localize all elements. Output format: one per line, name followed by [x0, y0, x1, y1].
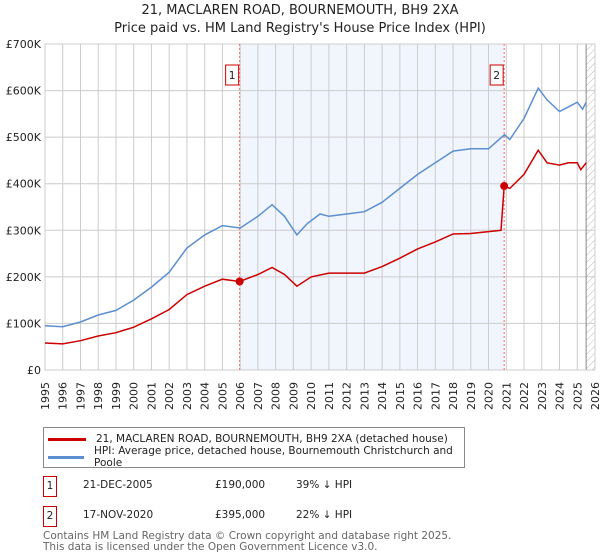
x-tick-label: 2024 — [554, 382, 567, 410]
transaction-marker: 2 — [43, 506, 57, 527]
x-tick-label: 2015 — [394, 382, 407, 410]
footer-licence: This data is licensed under the Open Gov… — [43, 541, 378, 553]
x-tick-label: 1998 — [92, 382, 105, 410]
x-tick-label: 2000 — [128, 382, 141, 410]
property-series-line — [44, 148, 587, 345]
y-tick-label: £300K — [6, 224, 42, 237]
x-tick-label: 2026 — [589, 382, 600, 410]
x-tick-label: 2013 — [358, 382, 371, 410]
legend: 21, MACLAREN ROAD, BOURNEMOUTH, BH9 2XA … — [43, 427, 465, 469]
sale-point — [235, 277, 244, 286]
x-tick-label: 2009 — [287, 382, 300, 410]
y-tick-label: £0 — [27, 364, 41, 377]
sale-label-box — [489, 64, 504, 86]
x-tick-label: 2021 — [500, 382, 513, 410]
transaction-price: £190,000 — [215, 479, 266, 491]
x-tick-label: 2004 — [199, 382, 212, 410]
x-tick-label: 2008 — [270, 382, 283, 410]
transaction-date: 21-DEC-2005 — [83, 479, 153, 491]
x-tick-label: 2003 — [181, 382, 194, 410]
footer: Contains HM Land Registry data © Crown c… — [43, 531, 451, 553]
sale-label: 1 — [229, 69, 236, 82]
x-tick-label: 2012 — [341, 382, 354, 410]
forecast-hatched-region — [586, 44, 595, 370]
hpi-series-line — [44, 86, 587, 328]
transaction-row: 1 21-DEC-2005 £190,000 39% ↓ HPI — [43, 476, 543, 497]
price-chart: 1995 1996 1997 1998 1999 2000 2001 2002 2003 2004… — [6, 38, 600, 410]
x-tick-label: 2018 — [447, 382, 460, 410]
y-tick-label: £600K — [6, 85, 42, 98]
x-tick-label: 2005 — [216, 382, 229, 410]
y-tick-label: £200K — [6, 271, 42, 284]
x-tick-label: 2016 — [412, 382, 425, 410]
transaction-marker: 1 — [43, 476, 57, 497]
y-tick-label: £700K — [6, 38, 42, 51]
x-tick-label: 2023 — [536, 382, 549, 410]
chart-subtitle: Price paid vs. HM Land Registry's House … — [114, 21, 486, 36]
sale-label-box — [225, 64, 240, 86]
x-tick-label: 2010 — [305, 382, 318, 410]
x-tick-label: 2014 — [376, 382, 389, 410]
transaction-hpi: 39% ↓ HPI — [296, 479, 353, 491]
x-tick-label: 1999 — [110, 382, 123, 410]
legend-hpi: HPI: Average price, detached house, Bour… — [94, 445, 453, 469]
legend-property: 21, MACLAREN ROAD, BOURNEMOUTH, BH9 2XA … — [96, 433, 448, 445]
x-tick-label: 2001 — [145, 382, 158, 410]
x-tick-label: 2007 — [252, 382, 265, 410]
sale-point — [500, 182, 509, 191]
x-tick-label: 1996 — [57, 382, 70, 410]
hpi-line-swatch — [48, 455, 85, 459]
sale-label: 2 — [493, 69, 500, 82]
x-tick-label: 2019 — [465, 382, 478, 410]
x-tick-label: 2020 — [483, 382, 496, 410]
x-tick-label: 1997 — [74, 382, 87, 410]
footer-copyright: Contains HM Land Registry data © Crown c… — [43, 530, 452, 542]
x-tick-label: 2006 — [234, 382, 247, 410]
x-tick-label: 2017 — [429, 382, 442, 410]
y-tick-label: £100K — [6, 317, 42, 330]
x-tick-label: 2002 — [163, 382, 176, 410]
y-tick-label: £400K — [6, 178, 42, 191]
y-tick-label: £500K — [6, 131, 42, 144]
property-line-swatch — [48, 437, 86, 441]
x-tick-label: 2025 — [571, 382, 584, 410]
transaction-date: 17-NOV-2020 — [83, 509, 154, 521]
transaction-row: 2 17-NOV-2020 £395,000 22% ↓ HPI — [43, 506, 543, 527]
x-tick-label: 1995 — [39, 382, 52, 410]
transaction-hpi: 22% ↓ HPI — [296, 509, 353, 521]
transaction-price: £395,000 — [215, 509, 266, 521]
x-tick-label: 2022 — [518, 382, 531, 410]
x-tick-label: 2011 — [323, 382, 336, 410]
plot-border — [44, 43, 596, 371]
chart-title: 21, MACLAREN ROAD, BOURNEMOUTH, BH9 2XA — [141, 3, 459, 18]
